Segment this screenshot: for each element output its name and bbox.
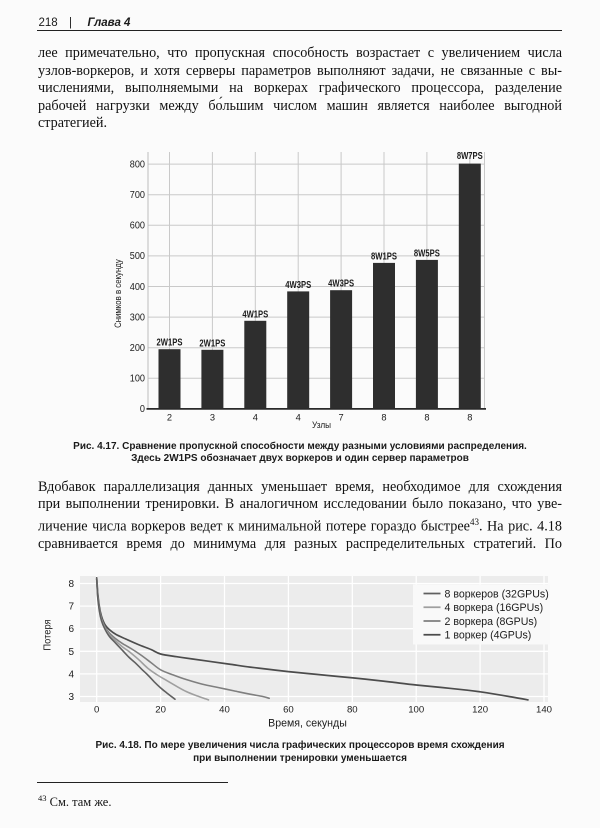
svg-text:5: 5: [68, 647, 74, 658]
svg-text:Время, секунды: Время, секунды: [268, 718, 347, 730]
svg-text:7: 7: [68, 602, 74, 613]
svg-text:3: 3: [210, 412, 215, 422]
svg-text:300: 300: [130, 312, 145, 323]
svg-text:200: 200: [130, 343, 145, 354]
svg-text:4W1PS: 4W1PS: [242, 308, 268, 319]
svg-text:400: 400: [130, 282, 145, 293]
svg-text:8W1PS: 8W1PS: [371, 251, 397, 262]
svg-text:0: 0: [94, 705, 99, 716]
svg-text:2: 2: [167, 412, 172, 422]
svg-text:60: 60: [283, 705, 294, 716]
svg-text:Узлы: Узлы: [312, 420, 331, 431]
svg-text:8: 8: [381, 412, 386, 422]
svg-text:100: 100: [130, 373, 145, 384]
svg-text:20: 20: [155, 705, 166, 716]
svg-text:4: 4: [296, 412, 301, 422]
svg-text:Снимков в секунду: Снимков в секунду: [112, 259, 123, 328]
svg-text:3: 3: [68, 692, 74, 703]
svg-text:7: 7: [339, 412, 344, 422]
svg-text:8: 8: [467, 412, 472, 422]
svg-text:40: 40: [219, 705, 230, 716]
svg-text:120: 120: [472, 705, 488, 716]
svg-text:2 воркера (8GPUs): 2 воркера (8GPUs): [445, 616, 538, 628]
svg-text:8: 8: [424, 412, 429, 422]
svg-text:1 воркер (4GPUs): 1 воркер (4GPUs): [445, 630, 532, 642]
svg-text:0: 0: [140, 404, 145, 415]
svg-text:8W7PS: 8W7PS: [457, 150, 483, 161]
svg-text:600: 600: [130, 220, 145, 231]
svg-text:2W1PS: 2W1PS: [157, 337, 183, 348]
svg-text:8 воркеров (32GPUs): 8 воркеров (32GPUs): [445, 588, 549, 600]
svg-text:8: 8: [68, 579, 74, 590]
svg-text:80: 80: [347, 705, 358, 716]
svg-text:100: 100: [408, 705, 424, 716]
svg-text:700: 700: [130, 190, 145, 201]
svg-text:4W3PS: 4W3PS: [328, 278, 354, 289]
svg-text:2W1PS: 2W1PS: [199, 337, 225, 348]
svg-text:4 воркера (16GPUs): 4 воркера (16GPUs): [445, 602, 544, 614]
svg-text:6: 6: [68, 624, 74, 635]
svg-text:4W3PS: 4W3PS: [285, 279, 311, 290]
svg-text:800: 800: [130, 159, 145, 170]
svg-text:4: 4: [253, 412, 258, 422]
svg-text:500: 500: [130, 251, 145, 262]
svg-text:8W5PS: 8W5PS: [414, 248, 440, 259]
svg-text:4: 4: [68, 669, 74, 680]
svg-text:Потеря: Потеря: [42, 619, 54, 650]
svg-text:140: 140: [536, 705, 552, 716]
